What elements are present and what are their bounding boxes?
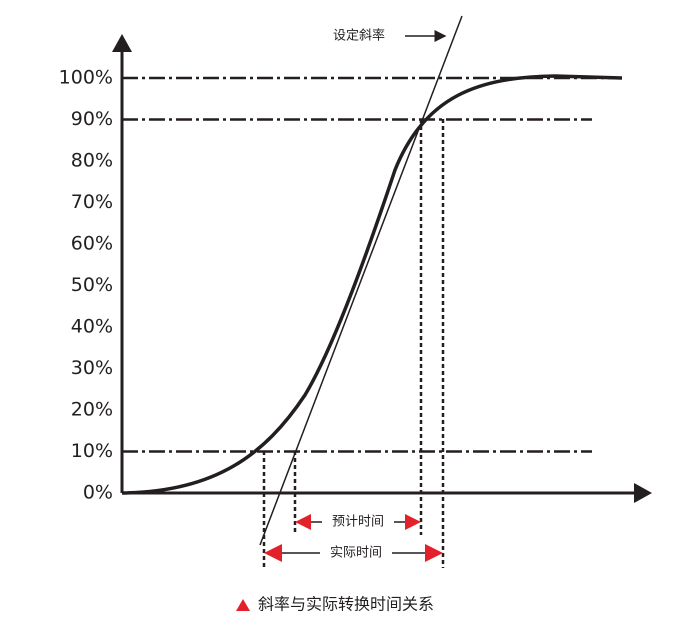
y-tick-label: 0% [83, 482, 113, 504]
y-tick-label: 90% [71, 108, 113, 130]
x-arrow [634, 483, 652, 503]
arrow-head [264, 544, 282, 562]
y-tick-label: 70% [71, 191, 113, 213]
arrow-head [425, 544, 443, 562]
actual-time-label: 实际时间 [330, 546, 382, 561]
guides [262, 119, 445, 568]
y-arrow [112, 34, 132, 52]
arrow-head [405, 514, 421, 530]
arrow-head [295, 514, 311, 530]
y-tick-label: 30% [71, 357, 113, 379]
y-tick-label: 40% [71, 316, 113, 338]
y-tick-label: 100% [59, 67, 113, 89]
y-tick-label: 10% [71, 440, 113, 462]
slope-line [259, 15, 463, 546]
caption-icon [236, 599, 250, 611]
slope-label: 设定斜率 [333, 28, 385, 44]
caption: 斜率与实际转换时间关系 [258, 595, 434, 614]
y-tick-label: 50% [71, 274, 113, 296]
y-tick-label: 80% [71, 150, 113, 172]
y-tick-label: 60% [71, 233, 113, 255]
s-curve [121, 74, 623, 495]
y-tick-label: 20% [71, 399, 113, 421]
expected-time-label: 预计时间 [332, 515, 384, 530]
